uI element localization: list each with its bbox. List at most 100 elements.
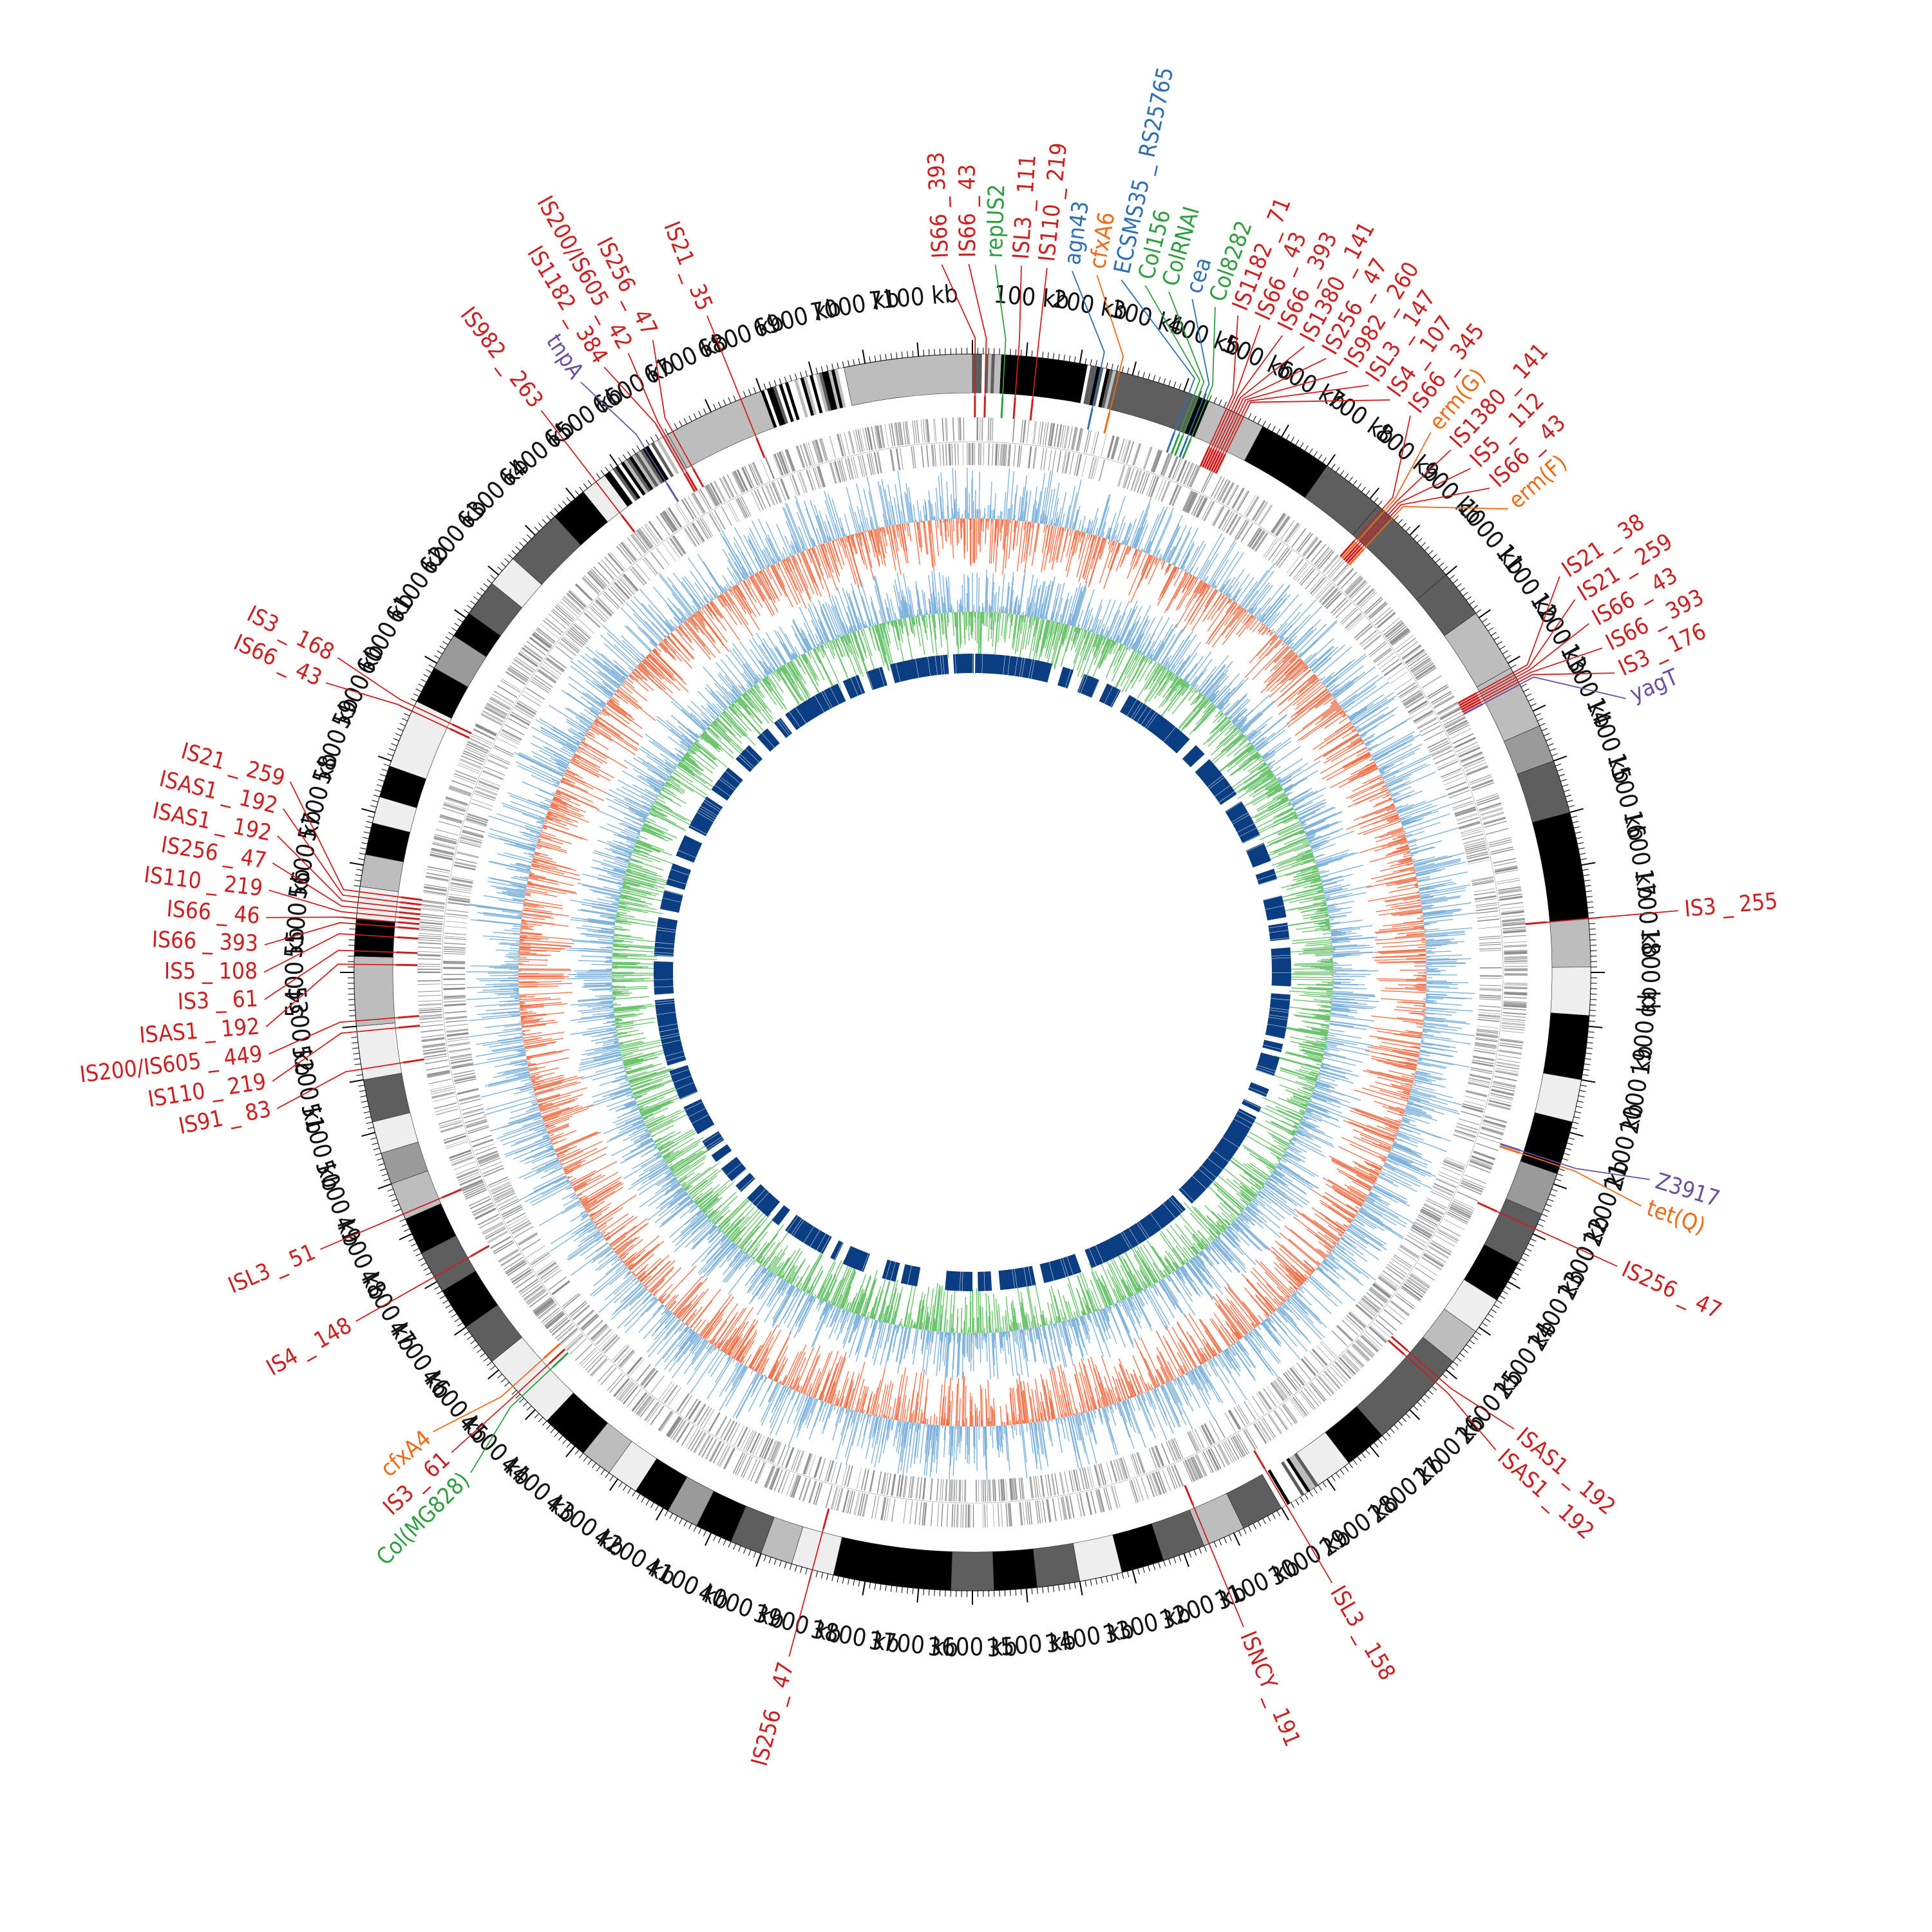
minor-tick bbox=[378, 779, 385, 782]
minor-tick bbox=[451, 627, 457, 632]
minor-tick bbox=[1374, 1442, 1379, 1448]
minor-tick bbox=[1428, 550, 1434, 555]
tick-label: 1800 kb bbox=[1636, 927, 1665, 1017]
minor-tick bbox=[688, 415, 692, 422]
major-tick bbox=[1507, 656, 1520, 664]
feature-marker bbox=[1206, 450, 1217, 470]
minor-tick bbox=[480, 587, 486, 592]
minor-tick bbox=[363, 1111, 370, 1113]
minor-tick bbox=[519, 1397, 524, 1403]
minor-tick bbox=[1322, 1481, 1327, 1488]
minor-tick bbox=[1541, 728, 1548, 732]
minor-tick bbox=[1173, 381, 1177, 388]
minor-tick bbox=[1365, 490, 1370, 496]
minor-tick bbox=[1558, 1168, 1566, 1171]
minor-tick bbox=[805, 1567, 808, 1575]
feature-marker bbox=[399, 911, 421, 916]
minor-tick bbox=[1469, 600, 1475, 605]
minor-tick bbox=[1357, 1455, 1362, 1462]
minor-tick bbox=[1126, 1571, 1130, 1578]
minor-tick bbox=[627, 1488, 632, 1494]
minor-tick bbox=[600, 1469, 605, 1475]
feature-marker bbox=[398, 916, 421, 920]
minor-tick bbox=[348, 1010, 355, 1011]
minor-tick bbox=[1466, 1344, 1472, 1349]
minor-tick bbox=[1424, 1394, 1430, 1399]
major-tick bbox=[1132, 1569, 1137, 1584]
minor-tick bbox=[1530, 703, 1537, 707]
feature-leader-line bbox=[1192, 1504, 1244, 1627]
major-tick bbox=[1507, 1281, 1520, 1289]
minor-tick bbox=[683, 418, 688, 424]
major-tick bbox=[1478, 609, 1491, 619]
feature-label-is: IS4 _ 148 bbox=[262, 1312, 356, 1381]
feature-leader-line bbox=[540, 410, 622, 516]
minor-tick bbox=[1545, 1204, 1552, 1207]
minor-tick bbox=[1583, 1068, 1590, 1071]
major-tick bbox=[1581, 1079, 1596, 1083]
minor-tick bbox=[383, 1178, 390, 1182]
minor-tick bbox=[664, 1510, 668, 1517]
feature-leader-line bbox=[265, 963, 397, 1028]
minor-tick bbox=[1475, 609, 1481, 614]
homology-block-track bbox=[653, 653, 1292, 1292]
feature-leader-line bbox=[277, 835, 400, 908]
feature-leader-line bbox=[1186, 299, 1210, 438]
feature-leader-line bbox=[1358, 449, 1452, 545]
minor-tick bbox=[679, 1518, 683, 1524]
minor-tick bbox=[1577, 1101, 1584, 1103]
minor-tick bbox=[410, 698, 417, 702]
minor-tick bbox=[1502, 1291, 1508, 1295]
major-tick bbox=[424, 656, 438, 664]
minor-tick bbox=[1397, 1421, 1403, 1426]
minor-tick bbox=[1499, 1295, 1506, 1300]
feature-label-is: IS21 _ 35 bbox=[658, 218, 717, 314]
minor-tick bbox=[387, 753, 393, 757]
minor-tick bbox=[669, 1513, 674, 1519]
minor-tick bbox=[1188, 1551, 1192, 1558]
minor-tick bbox=[1424, 546, 1430, 551]
minor-tick bbox=[566, 1442, 571, 1448]
feature-marker bbox=[552, 1352, 569, 1368]
contig-segment bbox=[1542, 1012, 1589, 1081]
feature-leader-line bbox=[272, 1027, 399, 1082]
minor-tick bbox=[363, 831, 370, 834]
feature-leader-line bbox=[1211, 325, 1261, 448]
minor-tick bbox=[1555, 1178, 1562, 1182]
feature-leader-line bbox=[277, 1062, 404, 1109]
minor-tick bbox=[784, 376, 787, 383]
contig-segment bbox=[992, 1548, 1037, 1591]
minor-tick bbox=[500, 1378, 506, 1383]
minor-tick bbox=[477, 1349, 482, 1353]
feature-leader-line bbox=[1520, 1150, 1651, 1180]
minor-tick bbox=[1589, 934, 1596, 935]
feature-leader-line bbox=[283, 808, 401, 903]
minor-tick bbox=[379, 1168, 386, 1171]
minor-tick bbox=[542, 1421, 547, 1426]
minor-tick bbox=[1084, 1580, 1087, 1587]
minor-tick bbox=[1168, 379, 1171, 386]
minor-tick bbox=[1421, 542, 1426, 547]
minor-tick bbox=[466, 605, 473, 610]
feature-marker bbox=[1500, 1142, 1521, 1151]
minor-tick bbox=[1111, 1575, 1113, 1582]
major-tick bbox=[1581, 862, 1596, 866]
minor-tick bbox=[831, 1575, 834, 1582]
minor-tick bbox=[743, 1548, 746, 1554]
minor-tick bbox=[497, 1374, 503, 1379]
minor-tick bbox=[1401, 522, 1407, 528]
feature-leader-line bbox=[263, 933, 397, 973]
feature-label-is: ISL3 _ 158 bbox=[1325, 1582, 1400, 1685]
minor-tick bbox=[1095, 360, 1097, 367]
gc-content-below bbox=[518, 518, 1427, 1427]
minor-tick bbox=[439, 645, 446, 650]
feature-marker bbox=[1347, 547, 1363, 564]
minor-tick bbox=[1262, 421, 1266, 427]
minor-tick bbox=[1318, 1484, 1322, 1491]
minor-tick bbox=[674, 1515, 678, 1522]
feature-leader-line bbox=[269, 889, 399, 918]
minor-tick bbox=[381, 1173, 388, 1177]
minor-tick bbox=[365, 1116, 372, 1119]
minor-tick bbox=[469, 600, 476, 605]
minor-tick bbox=[1090, 1579, 1092, 1586]
